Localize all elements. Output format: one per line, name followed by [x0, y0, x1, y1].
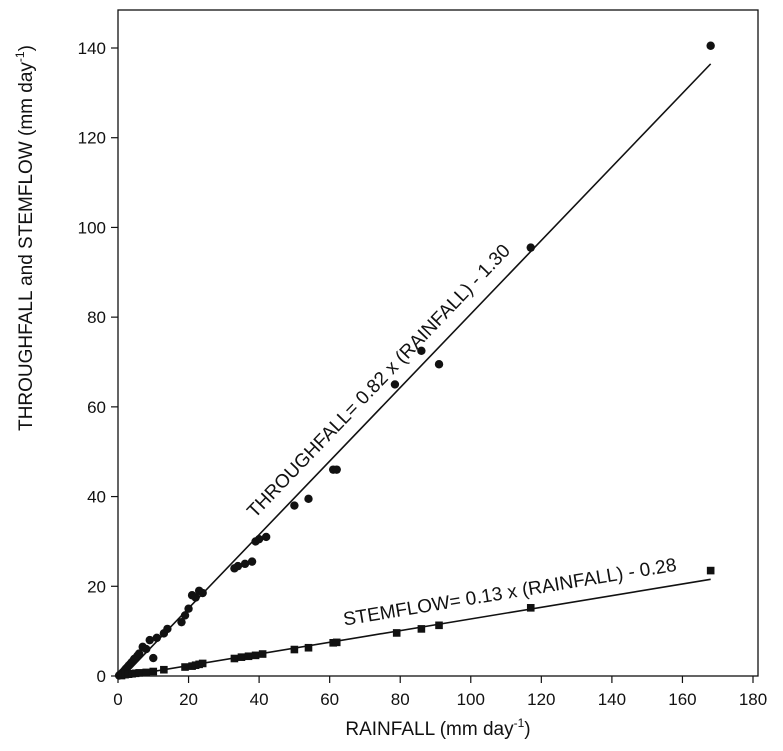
throughfall-point: [332, 465, 341, 474]
throughfall-point: [434, 360, 444, 369]
y-axis-ticks: 0 20 40 60 80 100 120 140: [78, 39, 118, 686]
stemflow-point: [251, 651, 260, 660]
throughfall-point: [247, 557, 257, 566]
plot-border: [117, 9, 759, 677]
throughfall-point: [177, 617, 186, 627]
x-tick-label: 160: [668, 690, 696, 709]
throughfall-point: [134, 649, 144, 658]
x-tick-label: 20: [179, 690, 198, 709]
x-tick-label: 40: [250, 690, 269, 709]
throughfall-point: [390, 380, 400, 389]
throughfall-point: [163, 624, 172, 634]
y-tick-label: 80: [87, 308, 106, 327]
x-tick-label: 80: [391, 690, 410, 709]
x-tick-label: 0: [113, 690, 122, 709]
stemflow-point: [237, 653, 246, 661]
stemflow-point: [417, 625, 426, 633]
throughfall-point: [198, 588, 207, 598]
x-axis-title: RAINFALL (mm day-1): [345, 716, 530, 740]
throughfall-point: [191, 593, 200, 602]
stemflow-point: [198, 659, 207, 668]
y-axis-title: THROUGHFALL and STEMFLOW (mm day-1): [13, 45, 37, 431]
stemflow-point: [258, 650, 267, 658]
stemflow-point: [142, 668, 151, 677]
throughfall-point: [233, 561, 243, 571]
stemflow-point: [392, 629, 401, 637]
throughfall-point: [526, 243, 535, 252]
throughfall-fit-line: [123, 63, 712, 677]
data-points: [114, 41, 715, 680]
stemflow-point: [160, 665, 168, 674]
y-tick-label: 40: [87, 488, 106, 507]
throughfall-point: [706, 41, 715, 50]
stemflow-point: [181, 663, 189, 671]
stemflow-point: [244, 652, 253, 661]
stemflow-point: [135, 669, 143, 677]
throughfall-point: [254, 534, 264, 544]
x-tick-label: 100: [457, 690, 485, 709]
stemflow-point: [435, 621, 443, 630]
y-tick-label: 140: [78, 39, 106, 58]
x-tick-label: 140: [598, 690, 626, 709]
throughfall-point: [142, 644, 151, 654]
throughfall-point: [149, 653, 158, 663]
throughfall-point: [180, 611, 190, 620]
y-tick-label: 20: [87, 577, 106, 596]
stemflow-point: [149, 667, 158, 676]
stemflow-point: [706, 566, 715, 575]
throughfall-point: [261, 532, 271, 542]
plot-frame: [117, 9, 759, 677]
throughfall-point: [152, 633, 162, 643]
throughfall-point: [304, 494, 313, 504]
stemflow-point: [332, 638, 341, 647]
throughfall-equation-label: THROUGHFALL= 0.82 x (RAINFALL) - 1.30: [243, 241, 514, 523]
throughfall-point: [240, 559, 250, 569]
x-tick-label: 60: [320, 690, 339, 709]
x-axis-ticks: 0 20 40 60 80 100 120 140 160 180: [113, 676, 767, 709]
y-tick-label: 100: [78, 218, 106, 237]
x-tick-label: 120: [527, 690, 555, 709]
stemflow-point: [290, 645, 299, 654]
y-tick-label: 0: [97, 667, 106, 686]
y-tick-label: 60: [87, 398, 106, 417]
throughfall-point: [184, 604, 193, 613]
stemflow-point: [230, 654, 239, 663]
throughfall-point: [290, 501, 299, 510]
x-tick-label: 180: [739, 690, 767, 709]
stemflow-point: [526, 604, 535, 612]
throughfall-point: [417, 346, 426, 355]
throughfall-point: [145, 635, 154, 645]
stemflow-point: [304, 643, 313, 652]
y-tick-label: 120: [78, 129, 106, 148]
